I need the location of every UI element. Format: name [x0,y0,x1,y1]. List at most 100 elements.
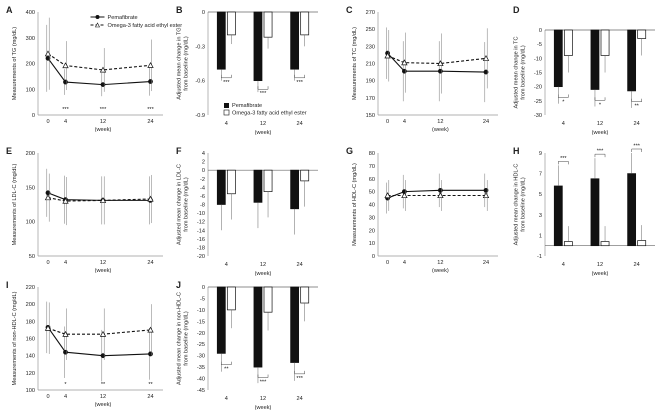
significance-label: *** [260,91,267,97]
bar-omega3 [563,29,573,56]
legend-label-omega3: Omega-3 fatty acid ethyl ester [232,111,307,117]
bar-pemafibrate [253,286,263,368]
bar-pemafibrate [216,286,226,354]
y-tick-label: -45 [197,388,205,394]
x-tick-label: 12 [437,119,443,125]
bar-pemafibrate [590,29,600,90]
panel-letter: A [6,5,13,15]
y-axis-label: from baseline (mg/dL) [521,177,527,232]
legend-label-pemafibrate: Pemafibrate [232,103,262,109]
data-point-omega3 [482,192,490,199]
panel-letter: D [513,5,520,15]
significance-label: *** [62,107,69,113]
y-tick-label: -35 [197,365,205,371]
data-point-omega3 [99,66,107,73]
chart-E: 50 100 150 200 0 4 12 24 (week) Measurements of L… [12,151,163,274]
panel-letter: E [6,146,12,156]
data-point-omega3 [62,197,69,204]
chart-C: 150 170 190 210 230 250 270 0 4 12 24 (week) Measure… [352,10,498,133]
y-tick-label: -30 [197,354,205,360]
y-tick-label: 160 [26,337,35,343]
data-point-pemafibrate [45,55,51,61]
bar-pemafibrate [553,29,563,88]
bar-pemafibrate [290,286,300,363]
y-tick-label: 10 [369,241,375,247]
y-tick-label: 210 [366,62,375,68]
panel-letter: F [176,146,182,156]
data-point-omega3 [44,194,52,201]
data-point-pemafibrate [100,353,106,359]
x-axis-label: (week) [255,405,272,410]
bar-pemafibrate [216,11,226,70]
x-tick-label: 24 [297,262,303,268]
x-tick-label: 24 [147,394,153,400]
y-tick-label: 100 [26,87,35,93]
chart-H: 9 7 5 3 1 -1 4 *** 12 *** 24 *** (week) Adjusted mean… [514,144,655,277]
y-tick-label: 50 [29,254,35,260]
y-tick-label: -1 [537,254,542,260]
y-tick-label: -20 [534,85,542,91]
x-tick-label: 12 [100,119,106,125]
x-tick-label: 24 [483,260,489,266]
y-tick-label: -2 [200,177,205,183]
panel-letter: B [176,5,183,15]
y-tick-label: 70 [369,164,375,170]
significance-label: *** [260,380,267,386]
y-tick-label: 180 [26,319,35,325]
bar-omega3 [637,240,647,247]
data-point-omega3 [147,326,154,333]
y-tick-label: -30 [534,113,542,119]
x-tick-label: 12 [597,121,603,127]
chart-F: 4 2 0 -2 -4 -6 -8 -10 -12 -14 -16 -18 -20 4 12 24 (week)… [177,151,318,277]
data-point-omega3 [147,61,154,68]
data-point-omega3 [62,330,69,337]
data-point-pemafibrate [100,82,106,88]
x-axis-label: (week) [95,268,112,274]
data-point-omega3 [384,52,391,59]
legend-marker-omega3 [95,22,100,28]
y-axis-label: Measurements of TG (mg/dL) [12,27,18,100]
x-tick-label: 24 [634,121,640,127]
chart-G: 0 10 20 30 40 50 60 70 80 0 4 12 24 (week) Measurement… [352,151,498,274]
bar-omega3 [563,241,573,247]
data-point-omega3 [437,60,444,67]
y-axis-label: from baseline (mg/dL) [521,45,527,100]
series-line-omega3 [47,197,151,202]
chart-I: 100 120 140 160 180 200 220 0 4 12 24 (week) Measure… [12,285,163,408]
x-tick-label: 12 [260,121,266,127]
y-tick-label: 230 [366,44,375,50]
y-tick-label: -20 [197,254,205,260]
y-tick-label: 100 [26,220,35,226]
panel-letter: H [513,146,520,156]
bar-pemafibrate [290,169,300,210]
y-axis-label: Measurements of HDL-C (mg/dL) [352,163,358,246]
series-line-pemafibrate [387,189,486,199]
bar-omega3 [300,286,310,304]
x-tick-label: 12 [437,260,443,266]
significance-label: ** [148,382,153,388]
data-point-omega3 [482,55,490,61]
x-tick-label: 24 [297,121,303,127]
x-tick-label: 4 [225,396,228,402]
y-tick-label: 40 [369,203,375,209]
y-tick-label: 0 [372,254,375,260]
bar-pemafibrate [553,185,563,247]
y-tick-label: -15 [197,319,205,325]
x-tick-label: 0 [46,119,49,125]
y-axis-label: from baseline (mg/dL) [184,311,190,366]
series-line-pemafibrate [387,52,487,73]
bar-omega3 [226,11,236,36]
y-tick-label: -5 [537,42,542,48]
data-point-pemafibrate [438,68,443,74]
data-point-pemafibrate [63,349,68,355]
y-tick-label: 220 [26,285,35,291]
y-tick-label: 0 [202,10,205,16]
y-axis-label: Measurements of LDL-C (mg/dL) [12,163,18,245]
y-tick-label: 200 [26,302,35,308]
y-axis-label: from baseline (mg/dL) [184,36,190,91]
y-tick-label: -18 [197,245,205,251]
y-tick-label: -12 [197,220,205,226]
chart-D: 0 -5 -10 -15 -20 -25 -30 4 * 12 * 24 ** (week) Adjuste… [514,28,655,136]
y-tick-label: 0 [32,113,35,119]
